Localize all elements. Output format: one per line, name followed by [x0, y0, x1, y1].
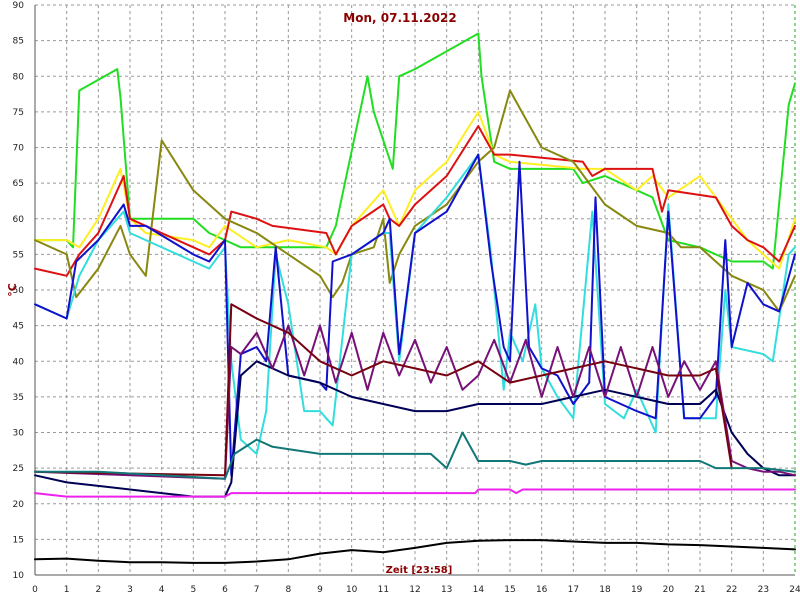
x-tick-label: 12 — [409, 585, 420, 595]
x-tick-label: 14 — [473, 585, 485, 595]
series-line-10 — [34, 431, 796, 480]
x-tick-label: 0 — [32, 585, 38, 595]
x-tick-label: 13 — [441, 585, 452, 595]
tick-labels: 0 1 2 3 4 5 6 7 8 9 10 11 12 13 14 15 16 17 18 19 20 21 22 23 24… — [13, 1, 800, 595]
x-tick-label: 18 — [599, 585, 611, 595]
x-tick-label: 19 — [631, 585, 643, 595]
y-tick-label: 65 — [13, 179, 24, 189]
axes — [34, 5, 796, 576]
x-tick-label: 17 — [568, 585, 579, 595]
x-tick-label: 1 — [64, 585, 70, 595]
y-tick-label: 50 — [13, 286, 25, 296]
y-tick-label: 85 — [13, 37, 24, 47]
y-tick-label: 30 — [13, 429, 25, 439]
series-line-11 — [34, 488, 796, 498]
x-tick-label: 2 — [95, 585, 101, 595]
y-tick-label: 70 — [13, 144, 25, 154]
series-line-12 — [34, 539, 796, 564]
y-tick-label: 80 — [13, 72, 25, 82]
x-tick-label: 20 — [663, 585, 675, 595]
x-axis-label: Zeit [23:58] — [386, 565, 453, 576]
y-axis-label: °C — [6, 283, 19, 297]
grid — [34, 4, 796, 576]
y-tick-label: 10 — [13, 571, 25, 581]
x-tick-label: 16 — [536, 585, 548, 595]
x-tick-label: 24 — [789, 585, 800, 595]
y-tick-label: 75 — [13, 108, 24, 118]
y-tick-label: 40 — [13, 357, 25, 367]
x-tick-label: 10 — [346, 585, 358, 595]
series-line-9 — [34, 303, 733, 477]
y-tick-label: 90 — [13, 1, 25, 11]
x-tick-label: 5 — [190, 585, 196, 595]
x-tick-label: 8 — [285, 585, 291, 595]
y-tick-label: 25 — [13, 464, 24, 474]
series-line-6 — [34, 153, 796, 477]
series-line-8 — [34, 324, 796, 480]
x-tick-label: 6 — [222, 585, 228, 595]
x-tick-label: 23 — [758, 585, 769, 595]
y-tick-label: 55 — [13, 250, 24, 260]
x-tick-label: 4 — [159, 585, 165, 595]
y-tick-label: 60 — [13, 215, 25, 225]
x-tick-label: 21 — [694, 585, 705, 595]
x-tick-label: 9 — [317, 585, 323, 595]
x-tick-label: 22 — [726, 585, 737, 595]
x-tick-label: 7 — [254, 585, 260, 595]
y-tick-label: 45 — [13, 322, 24, 332]
y-tick-label: 35 — [13, 393, 24, 403]
y-tick-label: 15 — [13, 535, 24, 545]
x-tick-label: 11 — [378, 585, 389, 595]
series-line-3 — [34, 125, 796, 277]
y-tick-label: 20 — [13, 500, 25, 510]
x-tick-label: 15 — [504, 585, 515, 595]
x-tick-label: 3 — [127, 585, 133, 595]
series-line-4 — [34, 89, 796, 313]
series-group — [34, 32, 796, 564]
chart-title: Mon, 07.11.2022 — [343, 11, 456, 25]
